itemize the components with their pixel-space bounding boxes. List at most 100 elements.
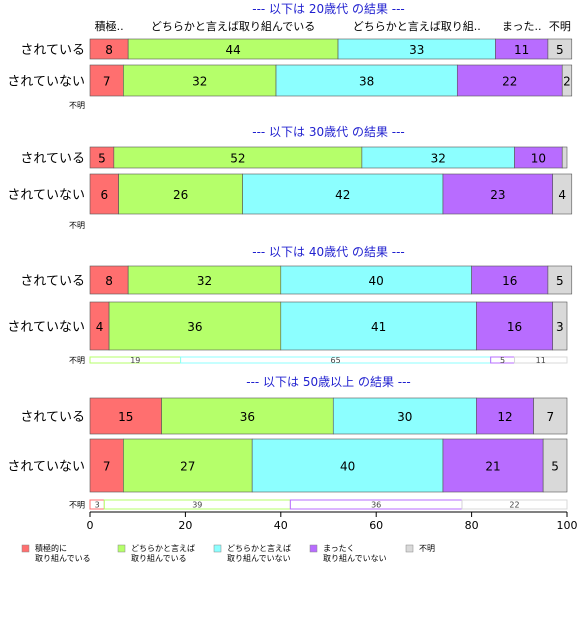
bar-segment [89,397,162,435]
bar-value-label: 32 [197,274,212,288]
bar-value-label: 7 [103,460,111,474]
row-label: されている [20,274,85,289]
column-header-label: どちらかと言えば取り組.. [353,20,481,33]
bar-value-label: 41 [371,320,386,334]
row-label: されている [20,43,85,58]
x-tick-label: 20 [178,519,192,532]
bar-value-label: 27 [180,460,195,474]
bar-value-label: 40 [369,274,384,288]
bar-value-label: 40 [340,460,355,474]
legend-swatch [21,544,30,553]
bar-value-label: 6 [100,188,108,202]
bar-value-label: 21 [485,460,500,474]
legend-label: 不明 [419,544,435,553]
bar-segment [118,173,243,215]
bar-segment [476,397,534,435]
row-label: 不明 [69,501,85,510]
bar-segment [542,438,568,493]
bar-value-label: 23 [490,188,505,202]
bar-segment [442,438,544,493]
bar-value-label: 5 [556,274,564,288]
bar-value-label: 4 [96,320,104,334]
legend-label: 取り組んでいない [227,553,291,563]
bar-value-label: 15 [118,410,133,424]
bar-value-label: 16 [502,274,517,288]
column-header-label: どちらかと言えば取り組んでいる [151,20,315,33]
row-label: されていない [7,188,85,203]
bar-value-label: 7 [103,75,111,89]
bar-value-label: 16 [507,320,522,334]
legend-label: まったく [323,544,355,553]
bar-value-label: 39 [192,501,202,510]
bar-value-label: 4 [558,188,566,202]
legend-label: 取り組んでいない [323,553,387,563]
group-title: --- 以下は 30歳代 の結果 --- [252,125,405,139]
row-label: されていない [7,460,85,475]
bar-value-label: 3 [556,320,564,334]
bar-value-label: 36 [187,320,202,334]
bar-value-label: 44 [225,43,240,57]
bar-value-label: 7 [546,410,554,424]
column-header-label: 積極.. [95,19,124,33]
bar-segment [251,438,444,493]
group-title: --- 以下は 20歳代 の結果 --- [252,2,405,16]
bar-value-label: 52 [230,152,245,166]
bar-value-label: 10 [531,152,546,166]
bar-segment [123,438,253,493]
legend-label: どちらかと言えば [227,543,291,553]
bar-value-label: 26 [173,188,188,202]
bar-segment [514,356,568,364]
bar-value-label: 33 [409,43,424,57]
bar-value-label: 32 [431,152,446,166]
bar-value-label: 19 [130,356,140,365]
x-tick-label: 0 [87,519,94,532]
bar-segment [89,64,124,97]
bar-value-label: 5 [551,460,559,474]
bar-value-label: 32 [192,75,207,89]
group-title: --- 以下は 40歳代 の結果 --- [252,245,405,259]
bar-value-label: 30 [397,410,412,424]
bar-value-label: 12 [497,410,512,424]
bar-segment [461,499,568,510]
bar-segment [242,173,444,215]
column-header-label: 不明 [549,20,571,33]
bar-value-label: 5 [98,152,106,166]
bar-value-label: 11 [514,43,529,57]
column-header-label: まった.. [502,20,542,33]
x-tick-label: 60 [369,519,383,532]
bar-segment [547,38,573,60]
group-title: --- 以下は 50歳以上 の結果 --- [246,375,411,389]
bar-value-label: 36 [371,501,381,510]
bar-value-label: 2 [563,75,571,89]
bar-value-label: 11 [536,356,546,365]
bar-value-label: 8 [105,274,113,288]
bar-segment [161,397,334,435]
bar-segment [280,265,472,295]
bar-value-label: 8 [105,43,113,57]
legend-swatch [117,544,126,553]
bar-segment [275,64,458,97]
legend-swatch [405,544,414,553]
row-label: 不明 [69,356,85,365]
bar-segment [533,397,568,435]
row-label: されていない [7,320,85,335]
x-tick-label: 40 [274,519,288,532]
bar-segment [89,438,124,493]
bar-value-label: 22 [509,501,519,510]
bar-value-label: 36 [240,410,255,424]
bar-segment [552,173,573,215]
legend-label: どちらかと言えば [131,543,195,553]
bar-segment [89,265,129,295]
bar-segment [476,301,553,351]
legend-label: 積極的に [35,543,67,553]
x-tick-label: 80 [465,519,479,532]
row-label: 不明 [69,221,85,230]
bar-segment [561,146,568,169]
legend-swatch [309,544,318,553]
legend-swatch [213,544,222,553]
bar-segment [332,397,477,435]
bar-value-label: 5 [556,43,564,57]
bar-segment [456,64,563,97]
bar-segment [552,301,568,351]
